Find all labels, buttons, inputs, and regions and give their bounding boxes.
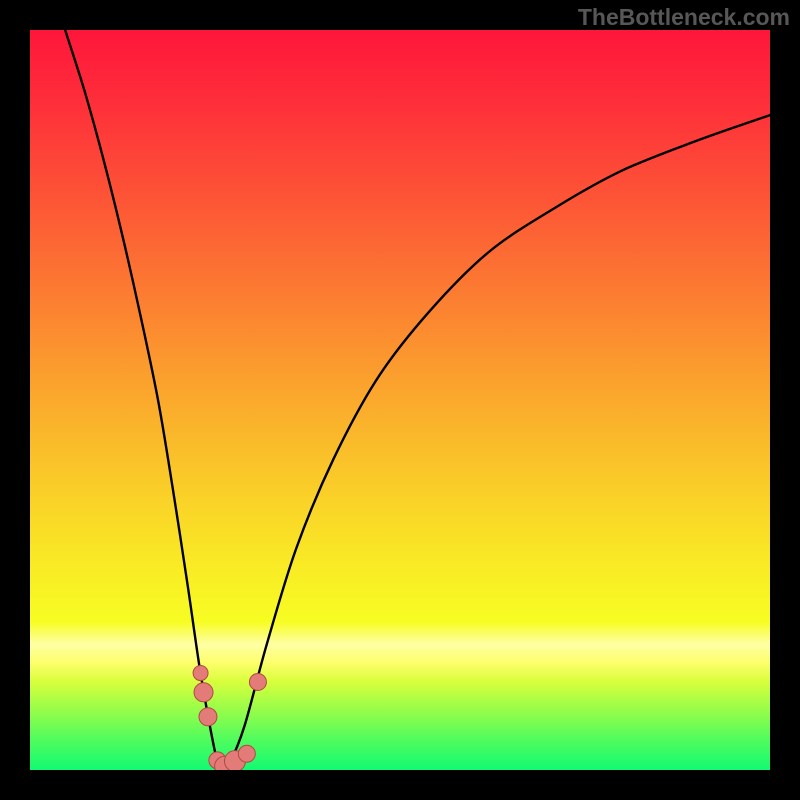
data-marker [238,745,255,762]
data-marker [249,673,266,690]
data-marker [194,683,213,702]
bottleneck-chart [0,0,800,800]
data-marker [193,666,208,681]
chart-frame: TheBottleneck.com [0,0,800,800]
gradient-background [30,30,770,770]
data-marker [199,708,217,726]
watermark-text: TheBottleneck.com [578,4,790,31]
